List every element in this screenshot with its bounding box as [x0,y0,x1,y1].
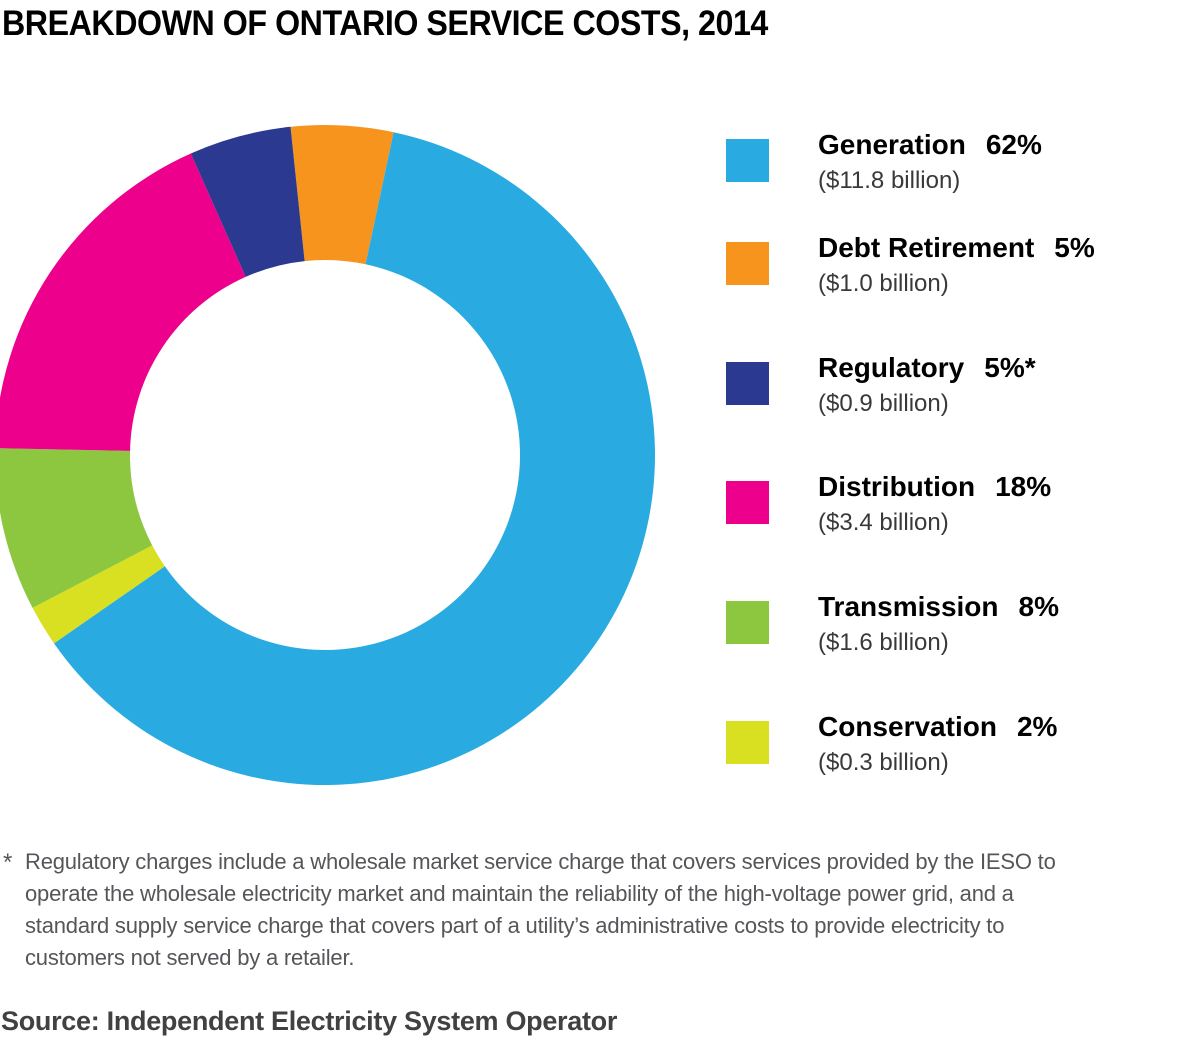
slice-generation [54,132,655,785]
legend-swatch [726,139,769,182]
legend-sublabel: ($1.6 billion) [818,629,949,656]
footnote-line: operate the wholesale electricity market… [25,881,1014,906]
legend-swatch [726,721,769,764]
legend-item-generation: Generation 62% ($11.8 billion) [726,128,1042,195]
legend-label: Distribution 18% [818,471,1052,502]
legend-label: Conservation 2% [818,711,1058,742]
footnote-line: standard supply service charge that cove… [25,913,1005,938]
slice-transmission [0,448,153,608]
legend-sublabel: ($11.8 billion) [818,167,961,194]
legend-label: Regulatory 5%* [818,352,1036,383]
page-title: BREAKDOWN OF ONTARIO SERVICE COSTS, 2014 [2,4,768,43]
legend-item-debt-retirement: Debt Retirement 5% ($1.0 billion) [726,231,1095,298]
slice-distribution [0,153,246,451]
slice-regulatory [190,126,305,277]
legend-label: Debt Retirement 5% [818,232,1095,263]
source-attribution: Source: Independent Electricity System O… [1,1006,618,1036]
legend-sublabel: ($1.0 billion) [818,270,949,297]
legend-item-regulatory: Regulatory 5%* ($0.9 billion) [726,351,1036,418]
slice-conservation [32,545,165,644]
legend-item-distribution: Distribution 18% ($3.4 billion) [726,470,1051,537]
legend-swatch [726,242,769,285]
legend-swatch [726,362,769,405]
legend-label: Generation 62% [818,129,1042,160]
footnote-line: Regulatory charges include a wholesale m… [25,849,1056,874]
legend-item-transmission: Transmission 8% ($1.6 billion) [726,590,1059,657]
legend-label: Transmission 8% [818,591,1059,622]
legend-item-conservation: Conservation 2% ($0.3 billion) [726,710,1057,777]
legend-swatch [726,601,769,644]
legend-sublabel: ($0.3 billion) [818,749,949,776]
legend-sublabel: ($0.9 billion) [818,390,949,417]
footnote-asterisk: * [3,849,13,876]
footnote-line: customers not served by a retailer. [25,945,355,970]
footnote: * Regulatory charges include a wholesale… [0,846,1197,974]
legend-swatch [726,481,769,524]
slice-debt-retirement [290,125,394,265]
footnote-text: Regulatory charges include a wholesale m… [25,846,1197,974]
legend-sublabel: ($3.4 billion) [818,509,949,536]
